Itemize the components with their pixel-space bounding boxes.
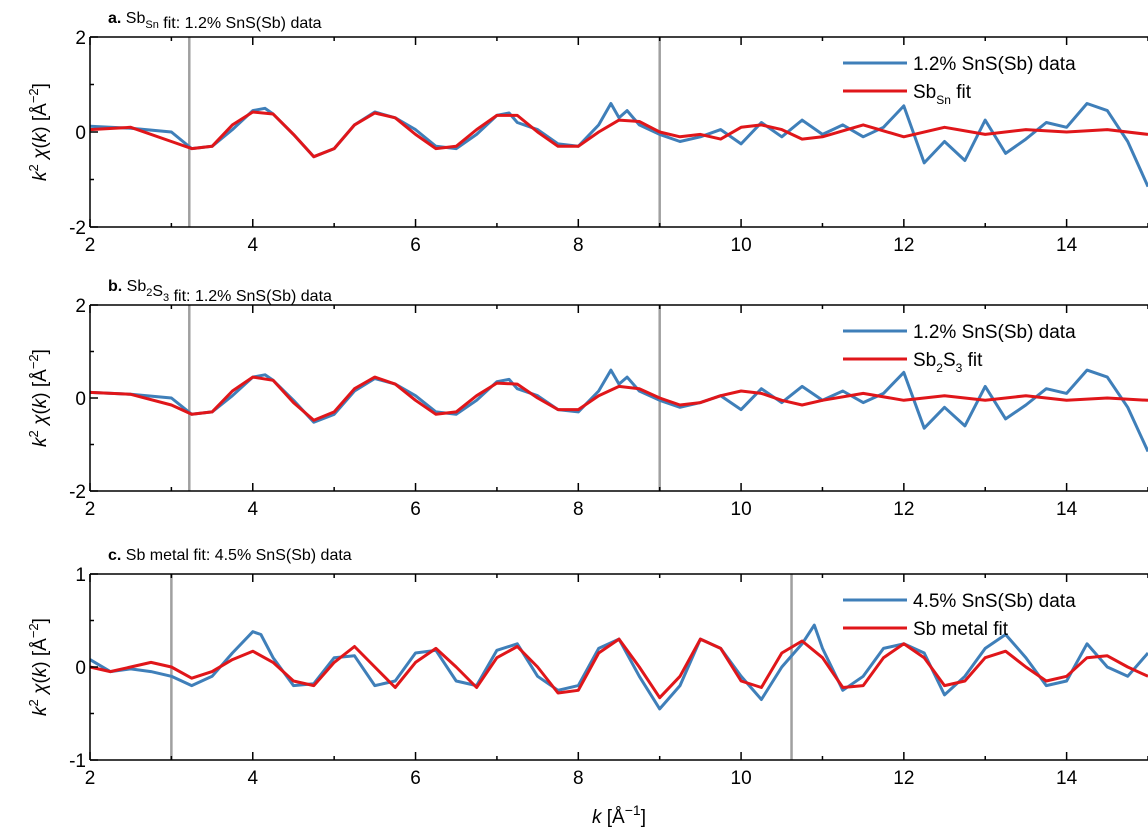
x-tick-label: 4: [247, 499, 258, 520]
y-axis-label: k2 χ(k) [Å−2]: [26, 349, 51, 447]
x-tick-label: 6: [410, 768, 421, 789]
panel-title: a. SbSn fit: 1.2% SnS(Sb) data: [108, 10, 322, 32]
data-series-line: [89, 368, 1148, 453]
legend-label: SbSn fit: [913, 82, 972, 107]
x-tick-label: 12: [893, 768, 914, 789]
y-tick-label: -2: [69, 482, 86, 503]
panel-title: b. Sb2S3 fit: 1.2% SnS(Sb) data: [108, 278, 332, 305]
y-tick-label: 2: [75, 296, 86, 317]
y-tick-label: 2: [75, 28, 86, 49]
legend-label: Sb metal fit: [913, 619, 1009, 640]
panel-title: c. Sb metal fit: 4.5% SnS(Sb) data: [108, 547, 352, 564]
x-tick-label: 6: [410, 499, 421, 520]
x-tick-label: 12: [893, 499, 914, 520]
x-tick-label: 2: [85, 499, 96, 520]
x-axis-label: k [Å−1]: [592, 802, 646, 828]
y-tick-label: 0: [75, 658, 86, 679]
x-tick-label: 2: [85, 235, 96, 256]
y-tick-label: 1: [75, 565, 86, 586]
x-tick-label: 8: [573, 499, 584, 520]
legend-label: 4.5% SnS(Sb) data: [913, 591, 1076, 612]
fit-series-line: [89, 110, 1148, 159]
panel-3: 2 4 6 8 10 12 14 -1 0 1 k2 χ(k) [Å−2] c. Sb metal f…: [26, 547, 1148, 789]
fit-series-line: [89, 637, 1148, 700]
x-tick-label: 4: [247, 235, 258, 256]
x-tick-label: 14: [1056, 499, 1078, 520]
y-tick-label: 0: [75, 123, 86, 144]
panel-2: 2 4 6 8 10 12 14 -2 0 2 k2 χ(k) [Å−2] b. Sb2S3 fit:…: [26, 278, 1148, 520]
x-tick-label: 6: [410, 235, 421, 256]
y-axis-label: k2 χ(k) [Å−2]: [26, 83, 51, 181]
x-tick-label: 10: [731, 499, 752, 520]
legend-label: 1.2% SnS(Sb) data: [913, 54, 1076, 75]
x-tick-label: 2: [85, 768, 96, 789]
x-tick-label: 14: [1056, 768, 1078, 789]
x-tick-label: 10: [731, 768, 752, 789]
legend-label: Sb2S3 fit: [913, 350, 983, 375]
fit-series-line: [89, 375, 1148, 422]
legend-label: 1.2% SnS(Sb) data: [913, 322, 1076, 343]
y-tick-label: 0: [75, 389, 86, 410]
x-tick-label: 12: [893, 235, 914, 256]
x-tick-label: 10: [731, 235, 752, 256]
x-tick-label: 4: [247, 768, 258, 789]
y-tick-label: -1: [69, 751, 86, 772]
x-tick-label: 14: [1056, 235, 1078, 256]
y-tick-label: -2: [69, 218, 86, 239]
x-tick-label: 8: [573, 235, 584, 256]
y-axis-label: k2 χ(k) [Å−2]: [26, 618, 51, 716]
x-tick-label: 8: [573, 768, 584, 789]
panel-1: 2 4 6 8 10 12 14 -2 0 2 k2 χ(k) [Å−2] a. SbSn fit: …: [26, 10, 1148, 256]
